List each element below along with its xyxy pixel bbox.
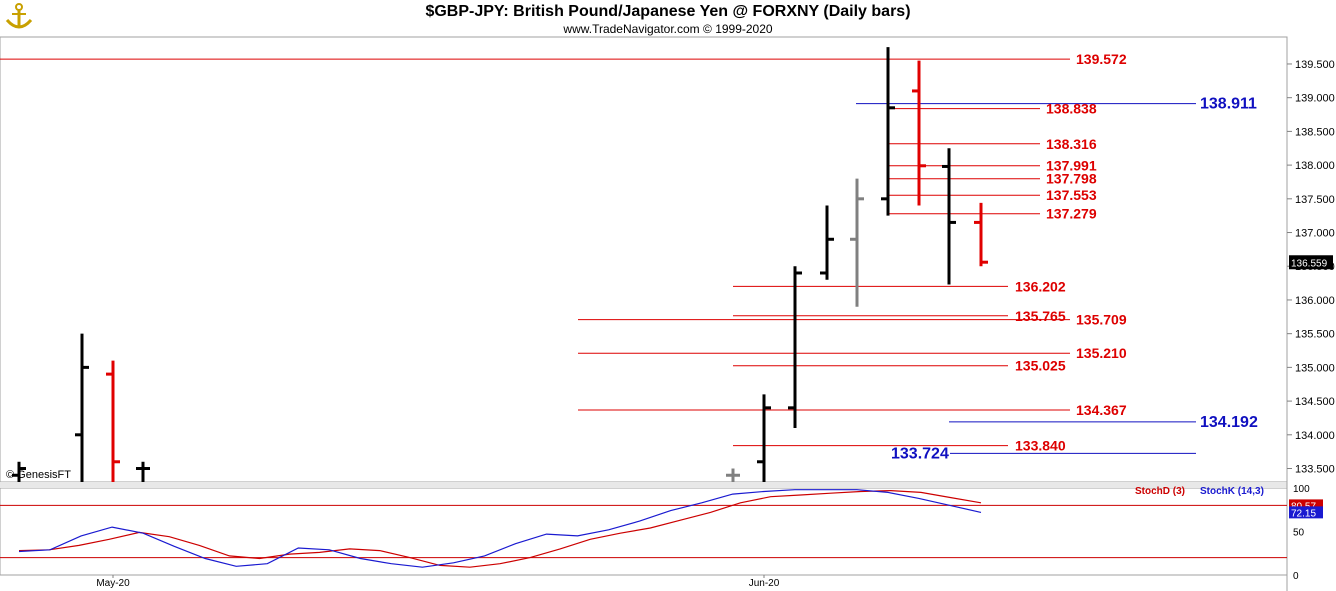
price-tick-label: 139.500 (1295, 59, 1335, 71)
price-tick-label: 138.500 (1295, 126, 1335, 138)
price-level-label: 138.838 (1046, 101, 1097, 117)
price-level-label: 135.025 (1015, 358, 1066, 374)
price-level-label: 137.991 (1046, 158, 1097, 174)
panel-separator (0, 482, 1336, 488)
price-tick-label: 137.500 (1295, 194, 1335, 206)
price-axis-area (1287, 37, 1336, 575)
price-panel (0, 36, 1288, 483)
price-level-label: 137.279 (1046, 206, 1097, 222)
anchor-logo-icon (4, 2, 34, 32)
stoch-value-box (1289, 506, 1323, 519)
price-tick-label: 133.500 (1295, 464, 1335, 476)
price-level-label: 134.367 (1076, 402, 1127, 418)
stoch-value-label: 72.15 (1291, 508, 1316, 519)
price-level-label: 137.798 (1046, 171, 1097, 187)
price-level-label: 133.840 (1015, 438, 1066, 454)
price-tick-label: 135.500 (1295, 329, 1335, 341)
chart-subtitle: www.TradeNavigator.com © 1999-2020 (563, 22, 773, 36)
price-tick-label: 135.000 (1295, 362, 1335, 374)
stochastic-panel (0, 487, 1288, 576)
stoch-tick-label: 100 (1293, 484, 1310, 495)
price-tick-label: 138.000 (1295, 160, 1335, 172)
watermark: © GenesisFT (6, 469, 71, 481)
price-level-label: 135.210 (1076, 345, 1127, 361)
price-level-label: 133.724 (891, 445, 949, 462)
last-price-label: 136.559 (1291, 258, 1328, 269)
last-price-box (1289, 255, 1333, 270)
price-level-label: 136.202 (1015, 278, 1066, 294)
price-level-label: 138.316 (1046, 136, 1097, 152)
price-tick-label: 137.000 (1295, 228, 1335, 240)
stoch-tick-label: 0 (1293, 571, 1299, 582)
stoch-tick-label: 50 (1293, 528, 1305, 539)
price-tick-label: 136.000 (1295, 295, 1335, 307)
chart-title: $GBP-JPY: British Pound/Japanese Yen @ F… (425, 3, 911, 20)
price-tick-label: 139.000 (1295, 93, 1335, 105)
price-level-label: 135.765 (1015, 308, 1066, 324)
price-tick-label: 134.500 (1295, 396, 1335, 408)
price-level-label: 135.709 (1076, 312, 1127, 328)
price-level-label: 139.572 (1076, 51, 1127, 67)
stoch-legend-label: StochK (14,3) (1200, 486, 1264, 497)
x-tick-label: Jun-20 (749, 578, 780, 589)
price-level-label: 138.911 (1200, 96, 1257, 113)
stoch-line (18, 489, 982, 568)
stoch-legend-label: StochD (3) (1135, 486, 1185, 497)
stoch-line (18, 489, 982, 568)
price-level-label: 137.553 (1046, 187, 1097, 203)
price-tick-label: 134.000 (1295, 430, 1335, 442)
price-level-label: 134.192 (1200, 414, 1258, 431)
x-tick-label: May-20 (96, 578, 130, 589)
